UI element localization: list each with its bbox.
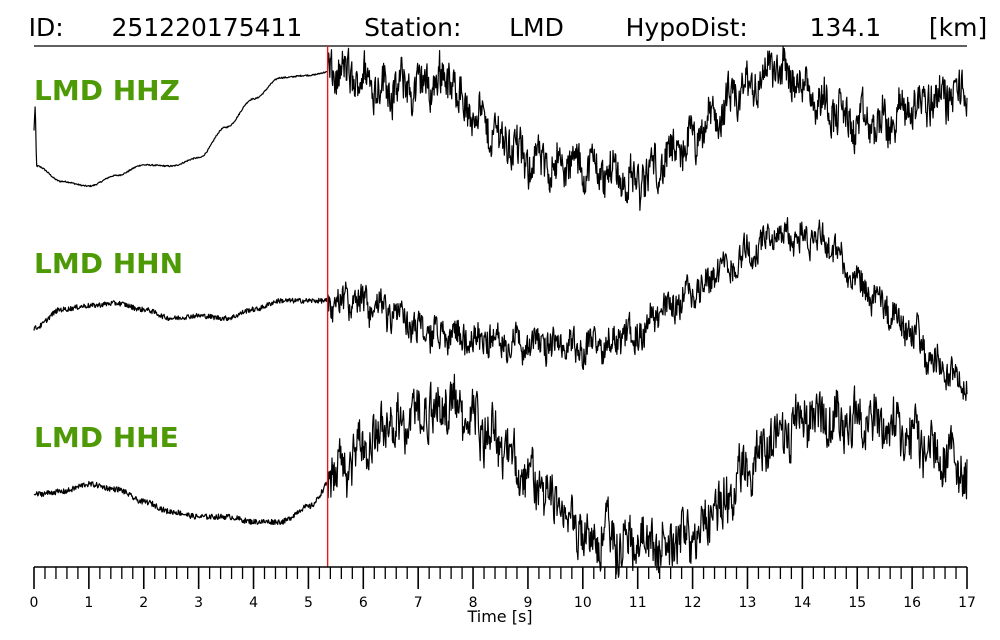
- trace-lmd-hhz: [33, 45, 968, 211]
- x-tick-label: 17: [958, 595, 976, 611]
- x-tick-label: 12: [684, 595, 702, 611]
- title-id-value: 251220175411: [111, 13, 302, 42]
- x-tick-label: 8: [469, 595, 478, 611]
- title-station-value: LMD: [509, 13, 564, 42]
- traces-group: LMD HHZ LMD HHN LMD HHE: [33, 45, 968, 578]
- figure-title: ID: 251220175411 Station: LMD HypoDist: …: [0, 13, 1000, 42]
- trace-label-lmd-hhn: LMD HHN: [34, 247, 183, 280]
- x-tick-label: 14: [793, 595, 811, 611]
- trace-lmd-hhn: [33, 217, 968, 401]
- x-tick-label: 16: [903, 595, 921, 611]
- x-tick-label: 2: [139, 595, 148, 611]
- x-tick-label: 11: [629, 595, 647, 611]
- x-tick-label: 6: [359, 595, 368, 611]
- x-tick-label: 4: [249, 595, 258, 611]
- trace-label-lmd-hhz: LMD HHZ: [34, 74, 180, 107]
- trace-lmd-hhe: [33, 373, 968, 578]
- x-tick-label: 3: [194, 595, 203, 611]
- title-station-label: Station:: [364, 13, 461, 42]
- trace-label-lmd-hhe: LMD HHE: [34, 421, 179, 454]
- x-tick-label: 7: [414, 595, 423, 611]
- title-hypodist-value: 134.1: [810, 13, 882, 42]
- title-id-label: ID:: [29, 13, 64, 42]
- x-tick-label: 13: [739, 595, 757, 611]
- x-tick-label: 10: [574, 595, 592, 611]
- x-tick-label: 15: [848, 595, 866, 611]
- x-tick-label: 0: [30, 595, 39, 611]
- x-tick-label: 9: [523, 595, 532, 611]
- title-hypodist-unit: [km]: [929, 13, 987, 42]
- x-tick-label: 1: [84, 595, 93, 611]
- x-axis-label: Time [s]: [466, 607, 532, 626]
- x-axis: 0 1 2 3 4 5 6 7 8 9 10 11 12 13 14 15 16 17: [30, 566, 976, 611]
- x-tick-label: 5: [304, 595, 313, 611]
- title-hypodist-label: HypoDist:: [626, 13, 748, 42]
